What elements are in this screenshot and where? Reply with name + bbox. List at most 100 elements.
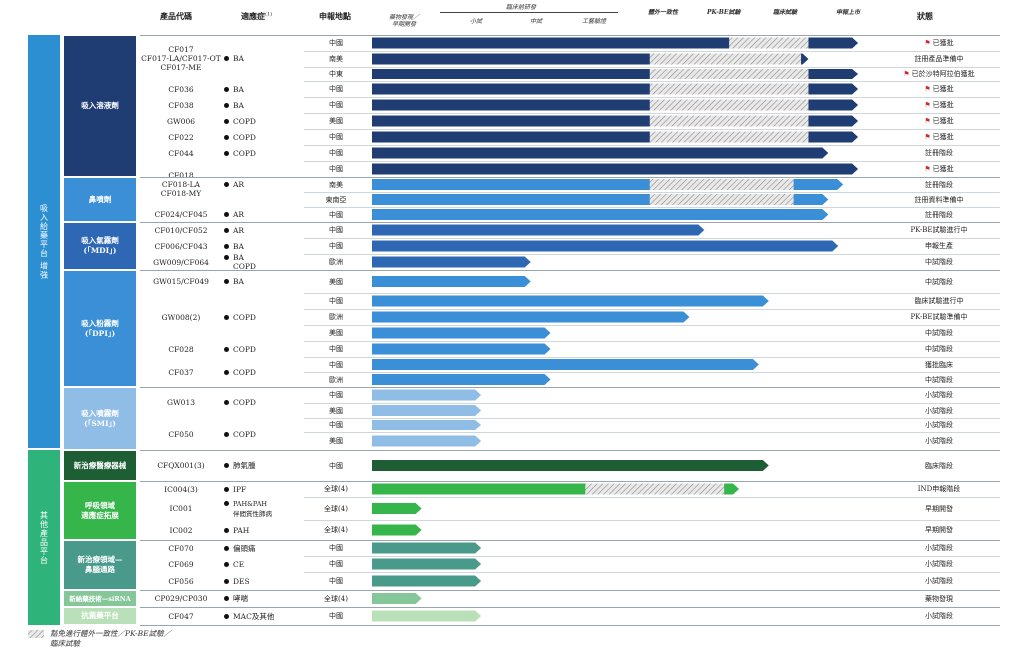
indication-bullet (224, 400, 229, 405)
row-divider (304, 403, 1000, 404)
category-label: 吸入氣霧劑 (「MDI」) (64, 223, 136, 269)
category-label: 吸入粉霧劑 (「DPI」) (64, 271, 136, 386)
indication-text: COPD (233, 367, 256, 377)
exempt-hatch-segment (585, 483, 725, 495)
indication-bullet (224, 463, 229, 468)
row-divider (140, 625, 1000, 626)
row-status: ⚑ 已獲批 (884, 84, 994, 94)
indication-text: 肺氣腫 (233, 461, 256, 470)
indication-bullet (224, 578, 229, 584)
indication-bullet (224, 545, 229, 551)
row-divider (140, 35, 1000, 36)
category-label: 抗菌藥平台 (64, 608, 136, 624)
exempt-hatch-segment (649, 69, 809, 79)
row-status: 小試階段 (884, 611, 994, 621)
progress-bar (372, 359, 759, 370)
progress-bar (372, 460, 769, 471)
product-code: CF006/CF043 (154, 241, 208, 251)
progress-bar (372, 542, 482, 554)
indication-bullet (224, 596, 229, 601)
indication-item: PAH&PAH 伴間質性肺病 (224, 497, 304, 520)
row-region: 歐洲 (329, 258, 343, 266)
indication-bullet (224, 86, 229, 92)
row-status-text: PK-BE試驗進行中 (910, 226, 968, 234)
indication-text: BA COPD (233, 253, 256, 271)
row-divider (140, 270, 1000, 271)
product-code: CF037 (168, 367, 194, 377)
row-divider (304, 432, 1000, 433)
indication-item: BA (224, 270, 304, 293)
indication-text: PAH (233, 525, 250, 535)
row-divider (304, 572, 1000, 573)
progress-bar (372, 610, 482, 622)
indication-text: AR (233, 179, 245, 189)
indication-bullet (224, 181, 229, 187)
indication-item: AR (224, 207, 304, 222)
row-region: 美國 (329, 277, 343, 286)
row-status: 早期開發 (884, 525, 994, 535)
approved-flag-icon: ⚑ (924, 85, 931, 93)
row-region: 中國 (329, 345, 343, 353)
progress-bar (372, 435, 482, 447)
row-status-text: 中試階段 (925, 277, 953, 286)
progress-bar (372, 593, 422, 604)
progress-bar (372, 295, 769, 307)
header-clinical-bracket (440, 12, 618, 13)
row-region: 全球(4) (324, 504, 348, 513)
indication-text: BA (233, 100, 244, 110)
product-code: GW006 (166, 116, 195, 126)
footnote-legend: 豁免進行體外一致性／PK-BE試驗／ 臨床試驗 (50, 629, 172, 648)
row-status: 註冊產品準備中 (884, 54, 994, 64)
progress-bar (372, 575, 482, 587)
approved-flag-icon: ⚑ (924, 117, 931, 125)
indication-item: PAH (224, 520, 304, 540)
product-code: IC002 (169, 525, 193, 535)
row-divider (304, 81, 1000, 82)
indication-bullet (224, 102, 229, 108)
row-region: 中國 (329, 149, 343, 157)
row-status: 臨床階段 (884, 461, 994, 471)
indication-text: COPD (233, 116, 256, 126)
row-status-text: 獲批臨床 (925, 360, 953, 369)
row-divider (304, 357, 1000, 358)
indication-item: COPD (224, 293, 304, 341)
product-code: CF038 (168, 100, 194, 110)
row-region: 中國 (329, 133, 343, 141)
row-divider (304, 254, 1000, 255)
row-status-text: 早期開發 (925, 526, 953, 534)
approved-flag-icon: ⚑ (924, 101, 931, 109)
row-status-text: 已獲批 (932, 133, 954, 141)
category-label: 吸入噴霧劑 (「SMI」) (64, 388, 136, 449)
approved-flag-icon: ⚑ (924, 165, 931, 173)
progress-bar (372, 524, 422, 536)
row-region: 中國 (329, 210, 343, 219)
product-code: CFQX001(3) (157, 461, 205, 470)
row-divider (304, 341, 1000, 342)
progress-bar (372, 147, 829, 159)
indication-bullet (224, 369, 229, 375)
row-status-text: 小試階段 (925, 612, 953, 620)
row-region: 美國 (329, 329, 343, 337)
row-status: 小試階段 (884, 406, 994, 416)
row-status-text: 已獲批 (932, 85, 954, 93)
indication-text: COPD (233, 429, 256, 439)
header-in-vitro: 體外一致性 (648, 9, 679, 16)
indication-bullet (224, 431, 229, 437)
indication-item: COPD (224, 129, 304, 145)
row-status: ⚑ 已獲批 (884, 132, 994, 142)
progress-bar (372, 389, 482, 401)
indication-item: AR (224, 161, 304, 207)
indication-text: BA (233, 84, 244, 94)
progress-bar (372, 311, 690, 323)
exempt-hatch-segment (649, 99, 809, 111)
row-status: PK-BE試驗進行中 (884, 225, 994, 235)
exempt-hatch-segment (729, 37, 809, 49)
indication-bullet (224, 314, 229, 320)
row-status-text: 小試階段 (925, 560, 953, 568)
product-code: CF018 CF018-LA CF018-MY (160, 170, 202, 198)
row-status: IND申報階段 (884, 484, 994, 494)
row-status-text: 小試階段 (925, 437, 953, 445)
progress-bar (372, 224, 705, 236)
row-divider (140, 387, 1000, 388)
